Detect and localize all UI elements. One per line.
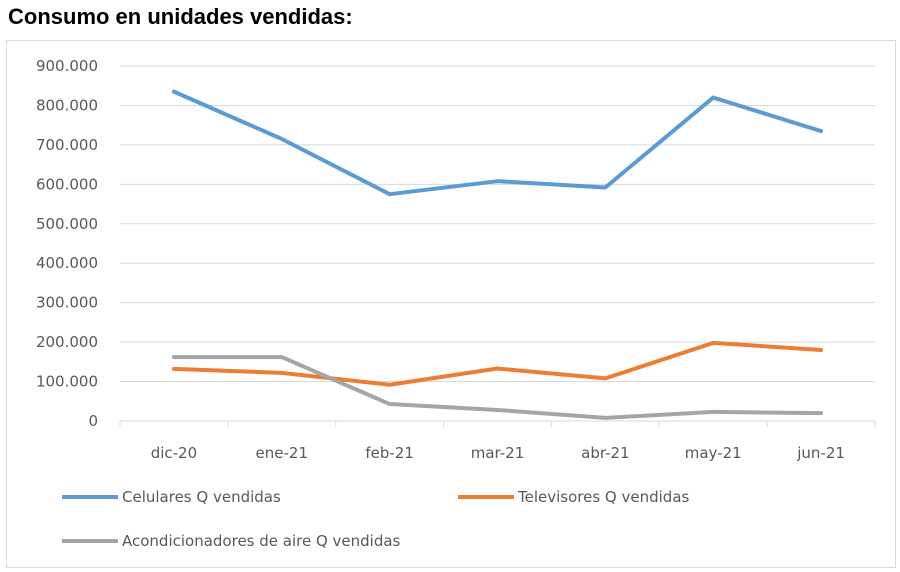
x-tick-label: abr-21 (581, 444, 629, 462)
x-tick-label: mar-21 (471, 444, 525, 462)
y-tick-label: 300.000 (36, 294, 98, 312)
legend-label: Acondicionadores de aire Q vendidas (122, 532, 401, 550)
x-tick-label: jun-21 (796, 444, 845, 462)
x-axis: dic-20 ene-21 feb-21 mar-21 abr-21 may-21 jun-… (119, 420, 876, 462)
series-lines (171, 89, 824, 420)
y-tick-label: 600.000 (36, 175, 98, 193)
y-tick-label: 500.000 (36, 215, 98, 233)
y-tick-label: 100.000 (36, 373, 98, 391)
series-line-1 (171, 340, 824, 387)
y-tick-label: 900.000 (36, 57, 98, 75)
x-tick-label: ene-21 (256, 444, 308, 462)
y-tick-label: 200.000 (36, 333, 98, 351)
chart-frame (6, 40, 896, 568)
series-line-0 (171, 89, 824, 197)
y-tick-label: 700.000 (36, 136, 98, 154)
x-tick-label: feb-21 (365, 444, 414, 462)
page-title: Consumo en unidades vendidas: (8, 4, 353, 29)
y-tick-label: 800.000 (36, 96, 98, 114)
series-line-2 (171, 355, 824, 420)
y-axis-ticks: 0 100.000 200.000 300.000 400.000 500.000 600.… (36, 57, 98, 430)
legend-label: Celulares Q vendidas (122, 488, 281, 506)
legend-label: Televisores Q vendidas (517, 488, 690, 506)
x-tick-label: dic-20 (151, 444, 197, 462)
x-tick-label: may-21 (685, 444, 742, 462)
y-tick-label: 400.000 (36, 254, 98, 272)
legend: Celulares Q vendidas Televisores Q vendid… (62, 488, 690, 550)
y-tick-label: 0 (88, 412, 98, 430)
